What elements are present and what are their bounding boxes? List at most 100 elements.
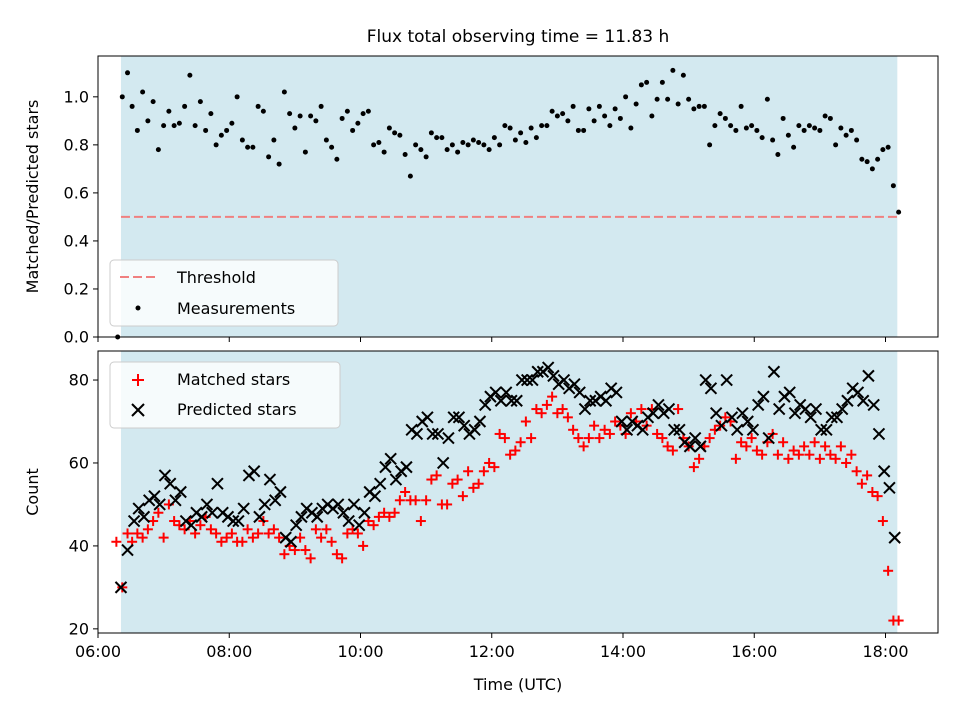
- predicted-star-point: [799, 402, 812, 416]
- measurement-point: [528, 125, 534, 131]
- measurement-point: [843, 132, 849, 138]
- measurement-point: [355, 120, 361, 126]
- measurement-point: [633, 101, 639, 107]
- matched-star-point: [667, 445, 678, 456]
- predicted-star-point: [400, 460, 413, 474]
- measurement-point: [754, 127, 760, 133]
- matched-star-point: [662, 441, 673, 452]
- ratio-y-tick-label: 0.0: [64, 328, 89, 347]
- measurement-point: [560, 111, 566, 117]
- measurement-point: [481, 142, 487, 148]
- matched-star-point: [578, 441, 589, 452]
- measurement-point: [460, 139, 466, 145]
- measurement-point: [129, 103, 135, 109]
- matched-star-point: [583, 433, 594, 444]
- matched-star-point: [442, 499, 453, 510]
- measurement-point: [229, 120, 235, 126]
- predicted-star-point: [337, 506, 350, 519]
- predicted-star-point: [620, 423, 634, 437]
- matched-star-point: [221, 532, 232, 543]
- matched-star-point: [657, 433, 668, 444]
- predicted-star-point: [426, 427, 439, 441]
- measurement-point: [239, 137, 245, 143]
- measurement-point: [659, 79, 665, 85]
- matched-star-point: [772, 449, 783, 460]
- measurement-point: [875, 156, 881, 162]
- predicted-star-point: [457, 419, 471, 432]
- matched-star-point: [568, 424, 579, 435]
- matched-star-point: [321, 524, 332, 535]
- count-x-tick-label: 08:00: [206, 642, 252, 661]
- predicted-star-point: [610, 386, 623, 399]
- matched-star-point: [373, 511, 384, 522]
- predicted-star-point: [599, 394, 613, 407]
- matched-star-point: [468, 482, 479, 493]
- measurement-point: [444, 147, 450, 153]
- matched-star-point: [636, 404, 647, 415]
- predicted-star-point: [169, 494, 182, 507]
- measurement-point: [780, 115, 786, 121]
- measurement-point: [329, 144, 335, 150]
- predicted-star-point: [809, 402, 823, 416]
- predicted-star-point: [767, 365, 781, 378]
- measurement-point: [413, 142, 419, 148]
- predicted-star-point: [715, 419, 728, 432]
- measurement-point: [203, 127, 209, 133]
- count-x-tick-label: 16:00: [731, 642, 777, 661]
- predicted-star-point: [557, 373, 571, 387]
- measurement-point: [171, 123, 177, 129]
- matched-star-point: [158, 532, 169, 543]
- predicted-star-point: [730, 423, 744, 437]
- measurement-point: [502, 123, 508, 129]
- ratio-x-ticks: [97, 337, 886, 342]
- measurement-point: [654, 96, 660, 102]
- measurement-point: [838, 125, 844, 131]
- measurement-point: [759, 135, 765, 141]
- measurement-point: [812, 125, 818, 131]
- matched-star-point: [652, 428, 663, 439]
- predicted-star-point: [688, 431, 702, 445]
- matched-star-point: [856, 478, 867, 489]
- measurement-point: [722, 115, 728, 121]
- measurement-point: [271, 137, 277, 143]
- measurement-point: [628, 125, 634, 131]
- matched-star-point: [520, 416, 531, 427]
- count-legend: Matched stars Predicted stars: [109, 361, 341, 429]
- measurement-point: [880, 147, 886, 153]
- predicted-star-point: [200, 498, 214, 511]
- matched-star-point: [337, 553, 348, 564]
- measurement-point: [602, 113, 608, 119]
- matched-star-point: [389, 507, 400, 518]
- measurement-point: [712, 123, 718, 129]
- measurement-point: [323, 137, 329, 143]
- count-x-tick-label: 18:00: [862, 642, 908, 661]
- count-x-tick-label: 10:00: [337, 642, 383, 661]
- measurement-point: [213, 142, 219, 148]
- matched-star-point: [562, 412, 573, 423]
- measurement-point: [292, 125, 298, 131]
- measurement-points: [115, 67, 902, 340]
- measurement-point: [318, 103, 324, 109]
- predicted-star-point: [783, 386, 796, 399]
- measurement-point: [434, 135, 440, 141]
- measurement-point: [476, 139, 482, 145]
- measurement-point: [176, 120, 182, 126]
- predicted-star-point: [237, 502, 250, 515]
- measurement-point: [161, 123, 167, 129]
- matched-star-point: [883, 565, 894, 576]
- matched-star-point: [216, 536, 227, 547]
- matched-star-point: [552, 408, 563, 419]
- measurement-point: [806, 123, 812, 129]
- predicted-star-point: [888, 531, 901, 544]
- measurement-point: [638, 82, 644, 88]
- matched-star-point: [778, 437, 789, 448]
- matched-star-point: [515, 437, 526, 448]
- measurement-point: [570, 103, 576, 109]
- measurement-point: [770, 137, 776, 143]
- measurement-point: [192, 123, 198, 129]
- ratio-axes-frame: [97, 55, 939, 338]
- measurement-point: [234, 94, 240, 100]
- predicted-star-point: [347, 498, 361, 511]
- measurement-point: [486, 147, 492, 153]
